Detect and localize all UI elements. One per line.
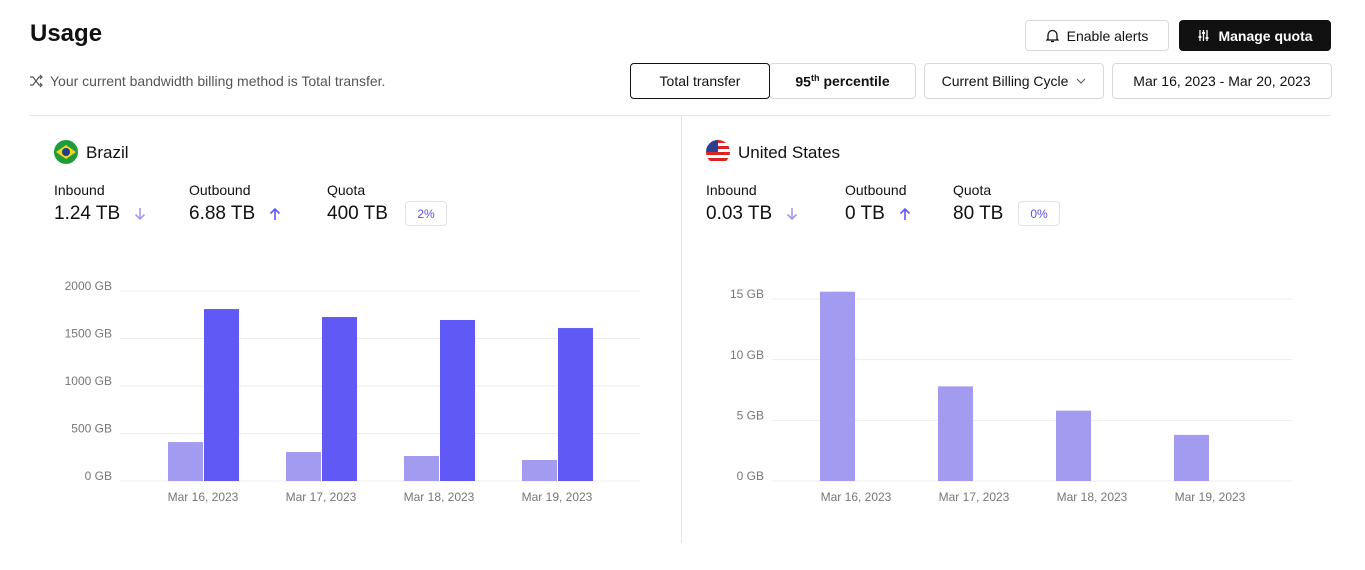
x-tick-label: Mar 19, 2023	[522, 490, 593, 504]
arrow-up	[270, 207, 281, 220]
x-tick-label: Mar 17, 2023	[939, 490, 1010, 504]
x-tick-label: Mar 16, 2023	[821, 490, 892, 504]
bar	[204, 309, 239, 481]
bar	[558, 328, 593, 481]
arrow-up	[899, 207, 910, 220]
date-range-picker[interactable]: Mar 16, 2023 - Mar 20, 2023	[1112, 63, 1332, 99]
outbound-icon	[899, 207, 911, 226]
bar	[1174, 434, 1209, 481]
x-tick-label: Mar 17, 2023	[286, 490, 357, 504]
y-tick-label: 0 GB	[737, 469, 764, 483]
y-tick-label: 5 GB	[737, 409, 764, 423]
toggle-label: Total transfer	[659, 73, 741, 89]
stat-value: 0.03 TB	[706, 203, 773, 224]
x-tick-label: Mar 16, 2023	[168, 490, 239, 504]
arrow-down	[135, 208, 146, 221]
total-transfer-toggle[interactable]: Total transfer	[630, 63, 770, 99]
x-tick-label: Mar 18, 2023	[404, 490, 475, 504]
toggle-label: 95th	[795, 73, 819, 90]
bar	[404, 456, 439, 481]
stat-value: 400 TB	[327, 203, 388, 224]
y-tick-label: 15 GB	[730, 287, 764, 301]
bar	[1056, 410, 1091, 481]
stat-value: 80 TB	[953, 203, 1004, 224]
stat-value: 6.88 TB	[189, 203, 256, 224]
button-label: Manage quota	[1218, 27, 1313, 44]
quota-badge: 2%	[405, 201, 447, 226]
bar	[938, 386, 973, 481]
bell-icon	[1045, 29, 1059, 42]
bar	[440, 319, 475, 481]
flag-brazil	[54, 140, 78, 164]
stat-value: 0 TB	[845, 203, 885, 224]
y-tick-label: 0 GB	[85, 469, 112, 483]
manage-quota-button[interactable]: Manage quota	[1179, 20, 1331, 51]
page-title: Usage	[30, 20, 103, 47]
y-tick-label: 500 GB	[71, 422, 112, 436]
stat-label: Outbound	[845, 182, 907, 198]
bar	[322, 317, 357, 481]
bar	[522, 460, 557, 481]
bar	[820, 291, 855, 481]
billing-cycle-dropdown[interactable]: Current Billing Cycle	[924, 63, 1104, 99]
outbound-icon	[269, 207, 281, 226]
stat-label: Quota	[953, 182, 992, 198]
stat-value: 1.24 TB	[54, 203, 121, 224]
percentile-suffix: th	[810, 72, 820, 83]
bar	[168, 442, 203, 481]
x-tick-label: Mar 18, 2023	[1057, 490, 1128, 504]
quota-badge: 0%	[1018, 201, 1060, 226]
x-tick-label: Mar 19, 2023	[1175, 490, 1246, 504]
y-tick-label: 1500 GB	[65, 327, 112, 341]
date-range: Mar 16, 2023 - Mar 20, 2023	[1133, 73, 1311, 89]
stat-label: Inbound	[706, 182, 757, 198]
country-name: United States	[738, 143, 841, 162]
bar	[286, 452, 321, 481]
y-tick-label: 1000 GB	[65, 374, 112, 388]
inbound-icon	[786, 207, 798, 226]
dropdown-label: Current Billing Cycle	[941, 73, 1069, 89]
sliders-icon	[1198, 30, 1209, 41]
shuffle-icon	[30, 74, 43, 88]
y-tick-label: 2000 GB	[65, 279, 112, 293]
stat-label: Inbound	[54, 182, 105, 198]
percentile-toggle[interactable]: 95th percentile	[769, 63, 916, 99]
billing-note: Your current bandwidth billing method is…	[50, 73, 386, 89]
country-name: Brazil	[86, 143, 129, 162]
flag-us	[706, 140, 730, 164]
stat-label: Quota	[327, 182, 366, 198]
arrow-down	[787, 208, 798, 221]
enable-alerts-button[interactable]: Enable alerts	[1025, 20, 1169, 51]
chevron	[1077, 78, 1086, 84]
y-tick-label: 10 GB	[730, 348, 764, 362]
button-label: Enable alerts	[1066, 27, 1149, 44]
inbound-icon	[134, 207, 146, 226]
percentile-number: 95	[795, 73, 811, 90]
stat-label: Outbound	[189, 182, 251, 198]
toggle-label: percentile	[823, 73, 890, 89]
